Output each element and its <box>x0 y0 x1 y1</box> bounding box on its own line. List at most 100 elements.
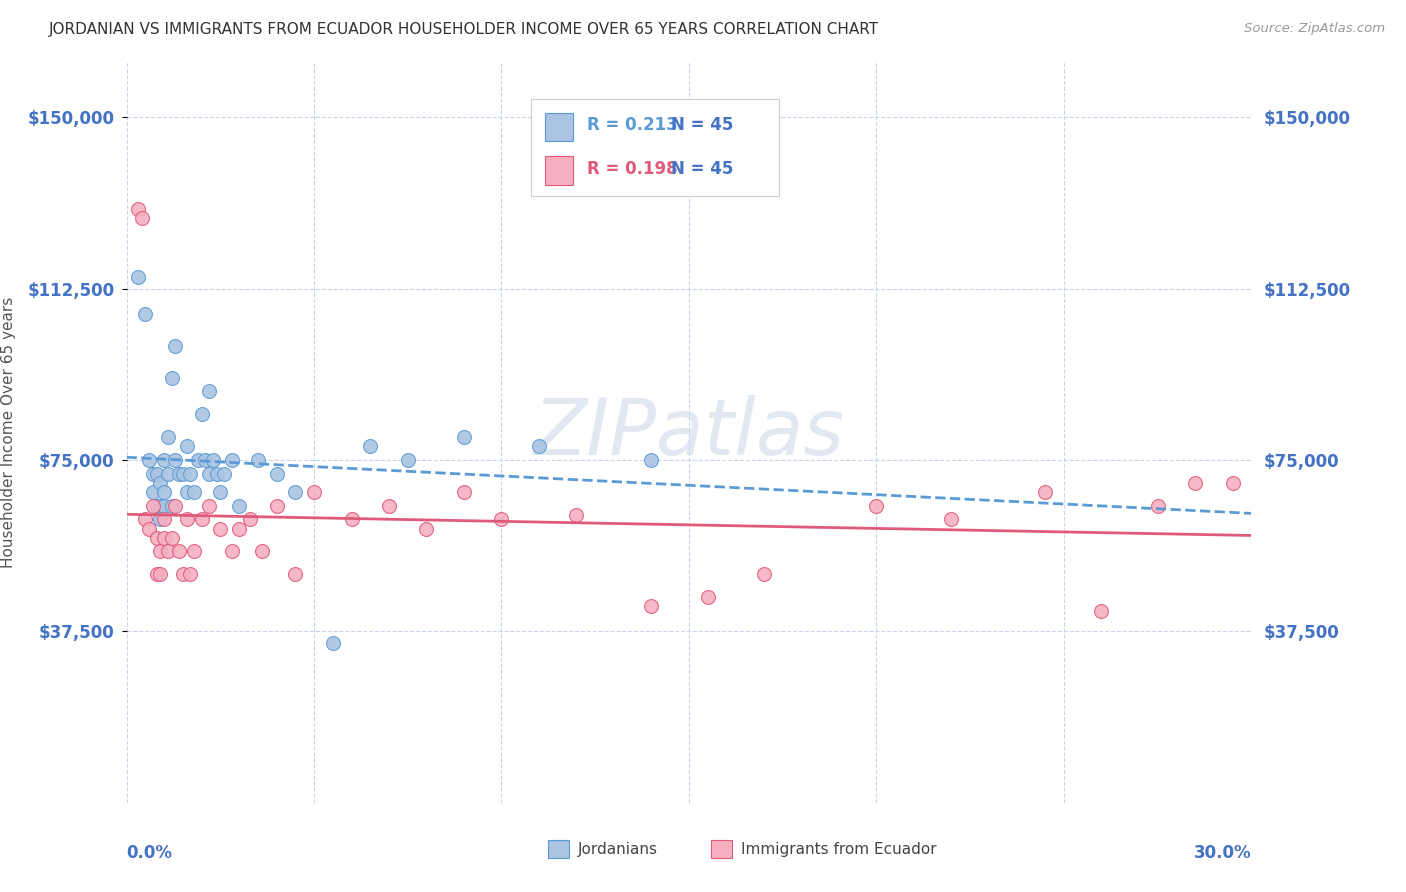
Point <box>149 567 172 582</box>
Point <box>453 485 475 500</box>
Point <box>156 430 179 444</box>
Point <box>176 439 198 453</box>
Point <box>190 512 212 526</box>
Point <box>153 499 176 513</box>
Point <box>221 453 243 467</box>
Point <box>228 522 250 536</box>
Point <box>228 499 250 513</box>
Point <box>165 499 187 513</box>
Point <box>160 499 183 513</box>
Bar <box>548 840 568 858</box>
Point <box>145 567 167 582</box>
Point <box>1033 485 1056 500</box>
Point <box>167 467 190 481</box>
Point <box>640 453 662 467</box>
Point <box>250 544 273 558</box>
Point <box>378 499 401 513</box>
Point <box>1184 475 1206 490</box>
Point <box>194 453 217 467</box>
Text: R = 0.213: R = 0.213 <box>586 117 678 135</box>
Bar <box>546 112 574 141</box>
Point <box>153 531 176 545</box>
Point <box>183 485 205 500</box>
Point <box>145 467 167 481</box>
Point <box>205 467 228 481</box>
Text: R = 0.198: R = 0.198 <box>586 161 678 178</box>
Point <box>198 384 221 399</box>
Point <box>145 531 167 545</box>
Point <box>149 499 172 513</box>
Point <box>396 453 419 467</box>
Point <box>142 485 165 500</box>
Point <box>127 270 149 285</box>
Point <box>1222 475 1244 490</box>
Point <box>134 512 156 526</box>
Point <box>172 567 194 582</box>
Point <box>340 512 363 526</box>
Bar <box>531 99 779 195</box>
Text: ZIPatlas: ZIPatlas <box>533 394 845 471</box>
Point <box>865 499 887 513</box>
Point <box>153 512 176 526</box>
Point <box>176 512 198 526</box>
Bar <box>546 156 574 185</box>
Point <box>941 512 963 526</box>
Point <box>209 522 232 536</box>
Point <box>209 485 232 500</box>
Point <box>145 499 167 513</box>
Point <box>172 467 194 481</box>
Point <box>138 453 160 467</box>
Text: 0.0%: 0.0% <box>127 844 173 862</box>
Point <box>167 544 190 558</box>
Point <box>138 522 160 536</box>
Point <box>359 439 381 453</box>
Text: N = 45: N = 45 <box>671 161 734 178</box>
Point <box>246 453 269 467</box>
Point <box>1090 604 1112 618</box>
Text: Jordanians: Jordanians <box>578 841 658 856</box>
Point <box>142 499 165 513</box>
Point <box>565 508 588 522</box>
Point <box>640 599 662 614</box>
Point <box>127 202 149 216</box>
Text: Source: ZipAtlas.com: Source: ZipAtlas.com <box>1244 22 1385 36</box>
Point <box>187 453 209 467</box>
Point <box>176 485 198 500</box>
Point <box>165 453 187 467</box>
Point <box>212 467 235 481</box>
Point <box>284 567 307 582</box>
Point <box>131 211 153 225</box>
Point <box>322 636 344 650</box>
Point <box>491 512 513 526</box>
Point <box>149 544 172 558</box>
Point <box>134 307 156 321</box>
Point <box>198 499 221 513</box>
Text: N = 45: N = 45 <box>671 117 734 135</box>
Point <box>221 544 243 558</box>
Point <box>752 567 775 582</box>
Y-axis label: Householder Income Over 65 years: Householder Income Over 65 years <box>1 297 17 568</box>
Point <box>239 512 262 526</box>
Point <box>198 467 221 481</box>
Point <box>1146 499 1168 513</box>
Point <box>149 475 172 490</box>
Point <box>201 453 224 467</box>
Point <box>696 590 718 604</box>
Point <box>527 439 550 453</box>
Point <box>156 467 179 481</box>
Point <box>179 567 201 582</box>
Point <box>142 467 165 481</box>
Text: JORDANIAN VS IMMIGRANTS FROM ECUADOR HOUSEHOLDER INCOME OVER 65 YEARS CORRELATIO: JORDANIAN VS IMMIGRANTS FROM ECUADOR HOU… <box>49 22 879 37</box>
Point <box>415 522 437 536</box>
Point <box>153 453 176 467</box>
Point <box>160 531 183 545</box>
Point <box>156 544 179 558</box>
Point <box>453 430 475 444</box>
Point <box>302 485 325 500</box>
Point <box>179 467 201 481</box>
Point <box>149 512 172 526</box>
Point <box>266 467 288 481</box>
Point <box>190 408 212 422</box>
Bar <box>711 840 731 858</box>
Point <box>266 499 288 513</box>
